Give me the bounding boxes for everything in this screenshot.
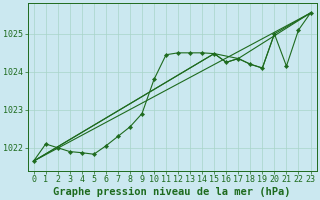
X-axis label: Graphe pression niveau de la mer (hPa): Graphe pression niveau de la mer (hPa) — [53, 186, 291, 197]
